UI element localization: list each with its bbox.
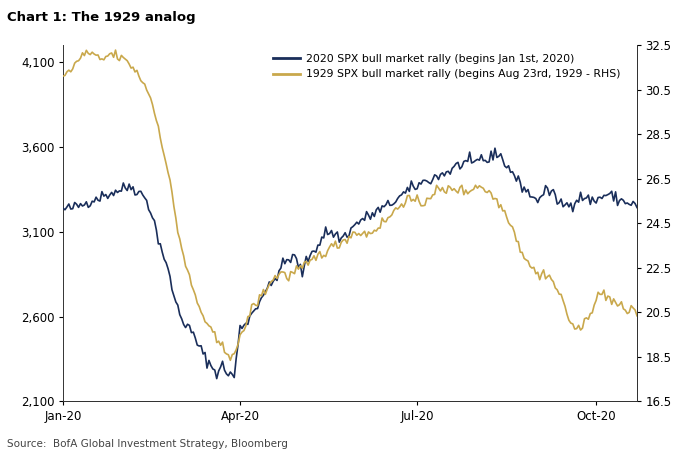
Text: Chart 1: The 1929 analog: Chart 1: The 1929 analog: [7, 11, 195, 24]
Legend: 2020 SPX bull market rally (begins Jan 1st, 2020), 1929 SPX bull market rally (b: 2020 SPX bull market rally (begins Jan 1…: [273, 54, 620, 79]
Text: Source:  BofA Global Investment Strategy, Bloomberg: Source: BofA Global Investment Strategy,…: [7, 439, 288, 449]
